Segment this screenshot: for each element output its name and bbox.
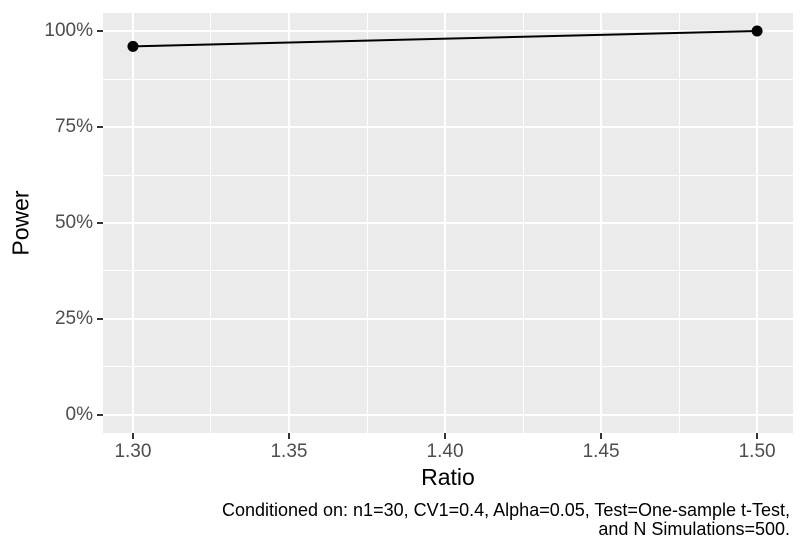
gridline-major-y — [103, 126, 793, 128]
gridline-major-x — [600, 13, 603, 433]
gridline-minor-y — [103, 78, 793, 80]
gridline-major-y — [103, 222, 793, 224]
series-line — [132, 30, 758, 48]
x-tick-label: 1.30 — [114, 441, 152, 462]
y-tick-label: 100% — [44, 20, 93, 41]
data-point — [751, 25, 763, 37]
x-axis-tick — [444, 433, 447, 439]
x-axis-title: Ratio — [421, 464, 475, 490]
gridline-minor-y — [103, 174, 793, 176]
y-axis-tick — [97, 413, 103, 416]
caption-line-1: Conditioned on: n1=30, CV1=0.4, Alpha=0.… — [221, 500, 790, 520]
y-tick-label: 0% — [65, 403, 93, 425]
plot-panel — [103, 13, 793, 433]
y-tick-label: 25% — [54, 307, 93, 329]
x-tick-label: 1.45 — [582, 441, 620, 462]
gridline-major-y — [103, 30, 793, 32]
y-axis-title: Power — [7, 190, 34, 256]
caption-line-2: and N Simulations=500. — [598, 519, 790, 539]
x-axis-tick — [287, 433, 290, 439]
data-point — [127, 40, 139, 52]
y-axis-tick — [97, 30, 103, 32]
y-axis-tick — [97, 222, 103, 224]
x-axis-tick — [600, 433, 603, 439]
x-tick-label: 1.40 — [426, 441, 464, 462]
gridline-major-x — [444, 13, 447, 433]
y-axis-tick — [97, 317, 103, 320]
gridline-minor-y — [103, 270, 793, 272]
y-tick-label: 75% — [54, 116, 93, 137]
gridline-major-x — [756, 13, 759, 433]
gridline-major-x — [287, 13, 290, 433]
gridline-minor-y — [103, 366, 793, 368]
y-tick-label: 50% — [54, 212, 93, 233]
y-axis-tick — [97, 126, 103, 128]
x-tick-label: 1.35 — [270, 441, 308, 462]
series-layer — [127, 25, 763, 52]
gridline-major-y — [103, 413, 793, 416]
x-tick-label: 1.50 — [738, 441, 776, 462]
gridline-major-y — [103, 317, 793, 320]
x-axis-tick — [756, 433, 759, 439]
caption: Conditioned on: n1=30, CV1=0.4, Alpha=0.… — [222, 501, 790, 539]
x-axis-tick — [131, 433, 134, 439]
gridline-major-x — [131, 13, 134, 433]
